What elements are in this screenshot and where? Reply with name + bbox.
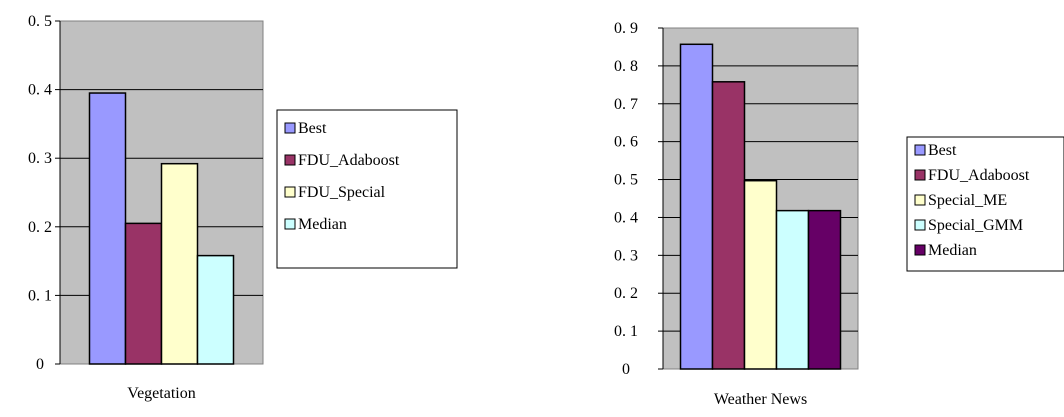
legend-swatch	[914, 144, 926, 156]
bar-median	[807, 209, 842, 370]
bar-fdu-adaboost	[124, 222, 163, 365]
legend: Best FDU_Adaboost Special_ME Special_GMM Med…	[906, 136, 1064, 272]
legend-label: Special_GMM	[928, 217, 1023, 234]
legend-label: FDU_Adaboost	[928, 167, 1030, 184]
y-tick-label: 0. 7	[614, 96, 638, 113]
legend-swatch	[284, 218, 296, 230]
legend-box	[906, 136, 1064, 272]
bar-best	[88, 92, 127, 365]
y-tick-label: 0. 1	[28, 287, 52, 304]
legend-swatch	[284, 122, 296, 134]
legend-label: Median	[298, 216, 347, 233]
category-label: Weather News	[714, 391, 807, 408]
legend: Best FDU_Adaboost FDU_Special Median	[276, 109, 458, 269]
legend-label: FDU_Special	[298, 184, 386, 201]
y-tick-label: 0. 6	[614, 134, 638, 151]
y-tick-label: 0	[36, 356, 44, 373]
legend-label: Special_ME	[928, 192, 1007, 209]
bar-special-me	[743, 179, 778, 370]
legend-swatch	[914, 169, 926, 181]
legend-swatch	[284, 154, 296, 166]
y-tick-label: 0. 5	[28, 13, 52, 30]
y-tick-label: 0. 8	[614, 58, 638, 75]
legend-box	[276, 109, 458, 269]
bar-median	[196, 254, 235, 365]
legend-swatch	[284, 186, 296, 198]
category-label: Vegetation	[127, 385, 195, 402]
y-tick-label: 0. 1	[614, 323, 638, 340]
y-tick-label: 0. 2	[28, 219, 52, 236]
y-tick-label: 0. 3	[614, 247, 638, 264]
legend-swatch	[914, 244, 926, 256]
y-tick-label: 0. 5	[614, 172, 638, 189]
legend-swatch	[914, 219, 926, 231]
y-tick-label: 0. 2	[614, 285, 638, 302]
legend-label: Median	[928, 242, 977, 259]
legend-label: Best	[928, 142, 957, 159]
legend-label: FDU_Adaboost	[298, 152, 400, 169]
y-tick-label: 0. 3	[28, 150, 52, 167]
bar-fdu-adaboost	[711, 81, 746, 370]
y-tick-label: 0. 4	[614, 209, 638, 226]
y-tick-label: 0	[622, 361, 630, 378]
legend-swatch	[914, 194, 926, 206]
bar-best	[679, 43, 714, 370]
y-tick-label: 0. 9	[614, 20, 638, 37]
chart-2: 0 0. 1 0. 2 0. 3 0. 4 0. 5 0. 6 0. 7 0. 8 0. 9 Wea…	[614, 20, 1064, 408]
chart-1: 0 0. 1 0. 2 0. 3 0. 4 0. 5 Vegetation Best FDU_A…	[28, 13, 458, 402]
bar-fdu-special	[160, 162, 199, 365]
bar-special-gmm	[775, 209, 810, 370]
legend-label: Best	[298, 120, 327, 137]
y-tick-label: 0. 4	[28, 82, 52, 99]
